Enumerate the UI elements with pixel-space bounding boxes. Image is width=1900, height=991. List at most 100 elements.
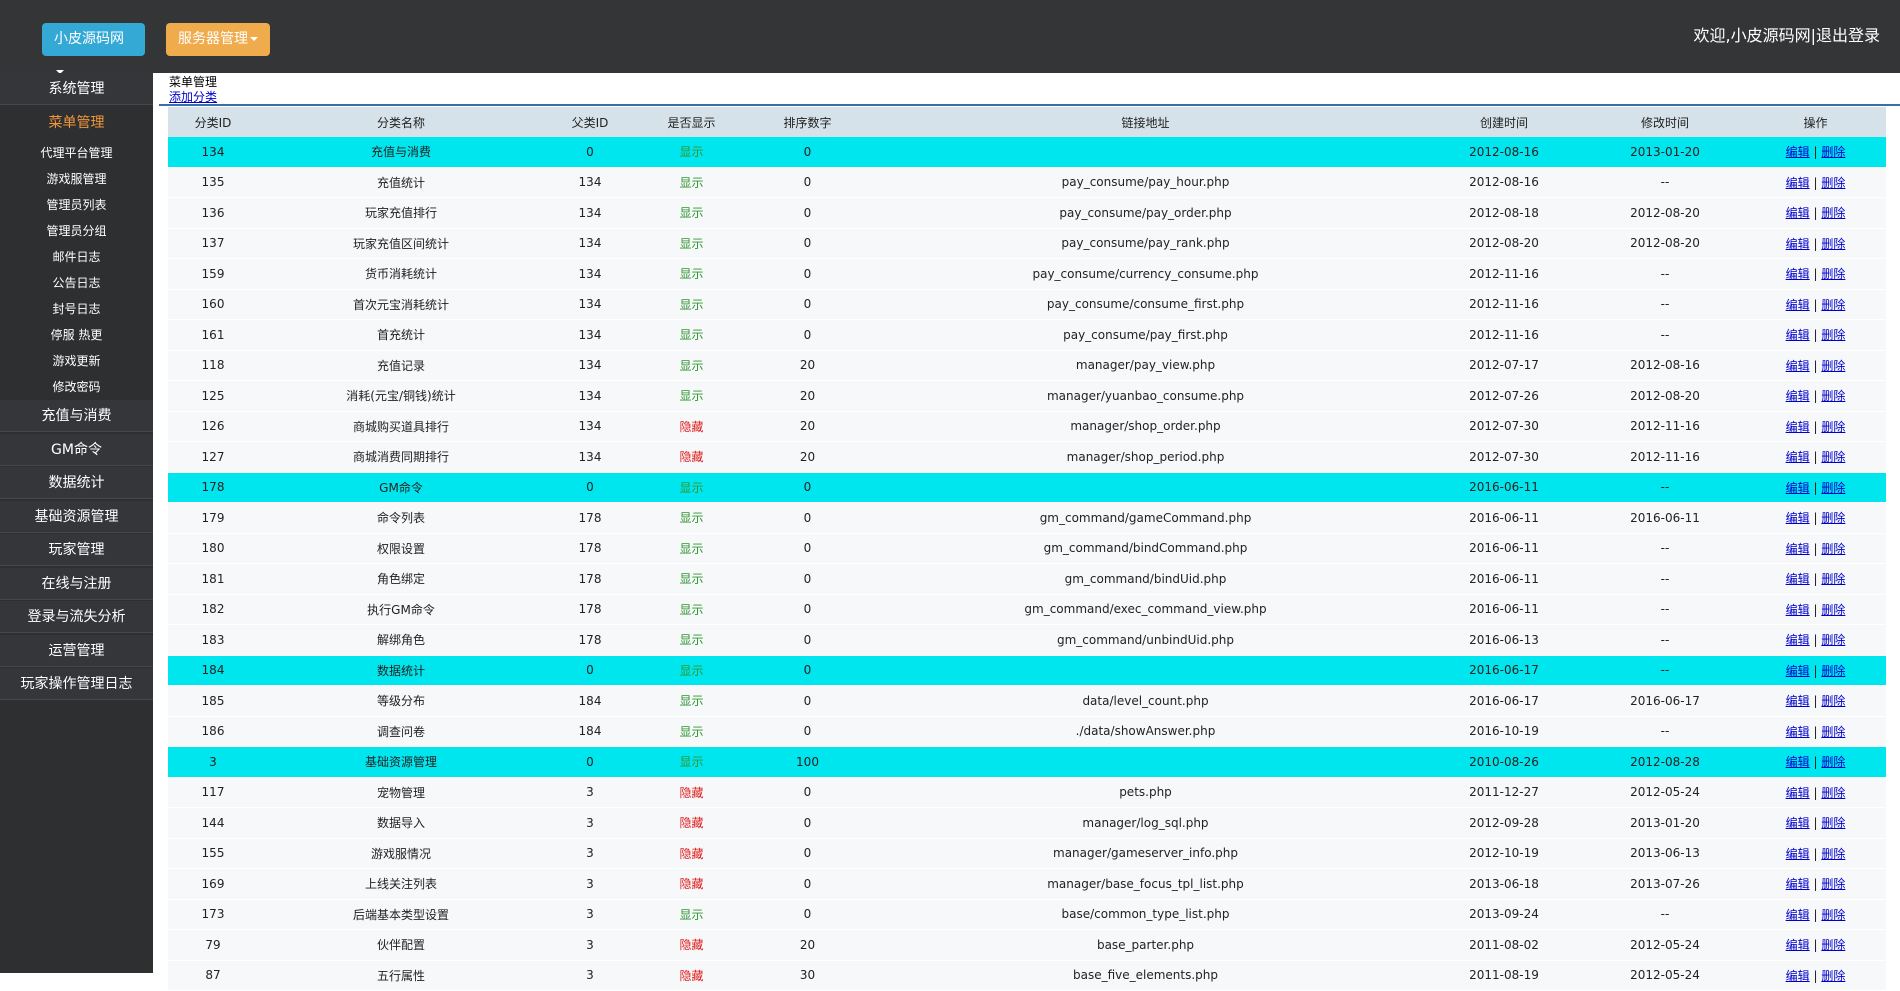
delete-link[interactable]: 删除 [1821,755,1846,770]
delete-link[interactable]: 删除 [1821,541,1846,556]
delete-link[interactable]: 删除 [1821,145,1846,160]
cell: 伙伴配置 [258,929,544,961]
sidebar-item[interactable]: GM命令 [0,433,153,466]
sidebar-item[interactable]: 管理员分组 [46,224,107,238]
site-button-label[interactable]: 小皮源码网 [54,31,124,47]
cell: 显示 [636,716,747,747]
edit-link[interactable]: 编辑 [1785,145,1810,160]
sidebar-item[interactable]: 代理平台管理 [40,146,113,160]
edit-link[interactable]: 编辑 [1785,358,1810,373]
edit-link[interactable]: 编辑 [1785,816,1810,831]
edit-link[interactable]: 编辑 [1785,938,1810,953]
cell: 185 [168,685,258,717]
delete-link[interactable]: 删除 [1821,297,1846,312]
cell: pay_consume/currency_consume.php [868,258,1423,290]
delete-link[interactable]: 删除 [1821,511,1846,526]
sidebar-item[interactable]: 公告日志 [52,276,101,290]
cell: 178 [544,624,636,656]
sidebar-item[interactable]: 邮件日志 [52,250,101,264]
sidebar-item[interactable]: 充值与消费 [0,400,153,432]
delete-link[interactable]: 删除 [1821,724,1846,739]
edit-link[interactable]: 编辑 [1785,694,1810,709]
edit-link[interactable]: 编辑 [1785,907,1810,922]
delete-link[interactable]: 删除 [1821,907,1846,922]
delete-link[interactable]: 删除 [1821,206,1846,221]
edit-link[interactable]: 编辑 [1785,877,1810,892]
cell: 2012-07-17 [1423,350,1585,381]
table-row: 125 消耗(元宝/铜钱)统计 134 显示 20 manager/yuanbao_con… [168,380,1886,412]
delete-link[interactable]: 删除 [1821,785,1846,800]
delete-link[interactable]: 删除 [1821,816,1846,831]
edit-link[interactable]: 编辑 [1785,297,1810,312]
delete-link[interactable]: 删除 [1821,267,1846,282]
edit-link[interactable]: 编辑 [1785,480,1810,495]
sidebar-item[interactable]: 停服 热更 [50,328,103,342]
sidebar-item[interactable]: 玩家管理 [0,534,153,566]
logout[interactable]: 退出登录 [1815,26,1880,45]
edit-link[interactable]: 编辑 [1785,511,1810,526]
delete-link[interactable]: 删除 [1821,572,1846,587]
edit-link[interactable]: 编辑 [1785,602,1810,617]
server-button[interactable]: 服务器管理 [166,23,270,56]
cell: 20 [747,350,868,381]
cell: manager/shop_order.php [868,411,1423,442]
delete-link[interactable]: 删除 [1821,450,1846,465]
edit-link[interactable]: 编辑 [1785,206,1810,221]
edit-link[interactable]: 编辑 [1785,389,1810,404]
actions-cell: 编辑 | 删除 [1745,350,1886,381]
sidebar-item[interactable]: 菜单管理 [0,106,153,139]
edit-link[interactable]: 编辑 [1785,450,1810,465]
delete-link[interactable]: 删除 [1821,480,1846,495]
delete-link[interactable]: 删除 [1821,938,1846,953]
sidebar-item[interactable]: 游戏服管理 [46,172,107,186]
cell: 隐藏 [636,411,747,442]
delete-link[interactable]: 删除 [1821,877,1846,892]
delete-link[interactable]: 删除 [1821,389,1846,404]
add-link[interactable]: 添加分类 [169,90,218,104]
delete-link[interactable]: 删除 [1821,633,1846,648]
edit-link[interactable]: 编辑 [1785,968,1810,983]
edit-link[interactable]: 编辑 [1785,633,1810,648]
sidebar-item[interactable]: 系统管理 [0,73,153,105]
sidebar-item[interactable]: 基础资源管理 [0,500,153,533]
site-button[interactable]: 小皮源码网 [42,23,145,74]
edit-link[interactable]: 编辑 [1785,267,1810,282]
sidebar-item[interactable]: 运营管理 [0,634,153,667]
delete-link[interactable]: 删除 [1821,328,1846,343]
sidebar-item[interactable]: 管理员列表 [46,198,107,212]
delete-link[interactable]: 删除 [1821,846,1846,861]
delete-link[interactable]: 删除 [1821,175,1846,190]
edit-link[interactable]: 编辑 [1785,846,1810,861]
edit-link[interactable]: 编辑 [1785,724,1810,739]
cell: 2012-11-16 [1585,441,1745,473]
delete-link[interactable]: 删除 [1821,419,1846,434]
edit-link[interactable]: 编辑 [1785,541,1810,556]
edit-link[interactable]: 编辑 [1785,572,1810,587]
delete-link[interactable]: 删除 [1821,968,1846,983]
action-separator: | [1813,633,1818,648]
server-button-label[interactable]: 服务器管理 [178,31,248,47]
sidebar-item[interactable]: 修改密码 [52,380,101,394]
sidebar-item[interactable]: 登录与流失分析 [0,601,153,633]
delete-link[interactable]: 删除 [1821,694,1846,709]
sidebar-item[interactable]: 数据统计 [0,467,153,499]
delete-link[interactable]: 删除 [1821,663,1846,678]
edit-link[interactable]: 编辑 [1785,663,1810,678]
delete-link[interactable]: 删除 [1821,602,1846,617]
cell: 0 [747,594,868,625]
sidebar-item[interactable]: 封号日志 [52,302,101,316]
edit-link[interactable]: 编辑 [1785,328,1810,343]
edit-link[interactable]: 编辑 [1785,236,1810,251]
sidebar-item[interactable]: 在线与注册 [0,567,153,600]
sidebar-item[interactable]: 游戏更新 [52,354,101,368]
edit-link[interactable]: 编辑 [1785,419,1810,434]
delete-link[interactable]: 删除 [1821,358,1846,373]
edit-link[interactable]: 编辑 [1785,755,1810,770]
edit-link[interactable]: 编辑 [1785,175,1810,190]
sidebar-item[interactable]: 玩家操作管理日志 [0,668,153,700]
cell: 134 [544,319,636,351]
delete-link[interactable]: 删除 [1821,236,1846,251]
edit-link[interactable]: 编辑 [1785,785,1810,800]
action-separator: | [1813,358,1818,373]
action-separator: | [1813,236,1818,251]
